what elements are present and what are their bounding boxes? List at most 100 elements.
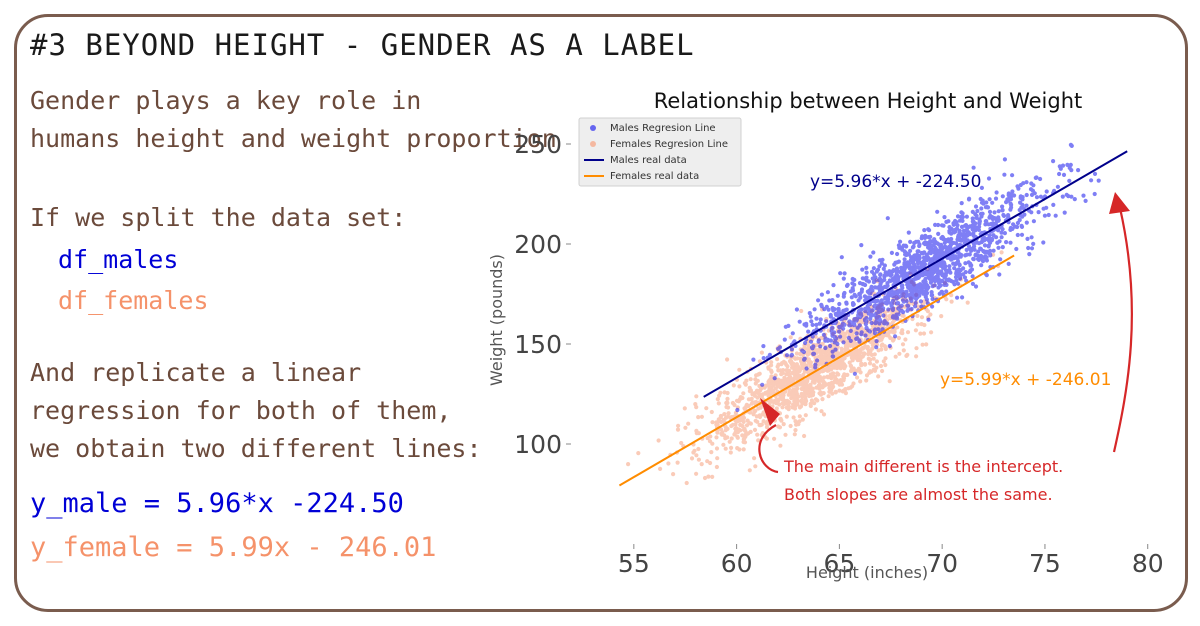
females-point bbox=[731, 383, 736, 388]
females-point bbox=[857, 348, 862, 353]
males-point bbox=[880, 307, 885, 313]
males-points bbox=[735, 142, 1101, 413]
males-point bbox=[995, 240, 1000, 245]
males-point bbox=[954, 278, 959, 283]
females-point bbox=[949, 299, 954, 304]
females-point bbox=[867, 361, 873, 366]
males-point bbox=[881, 313, 886, 318]
females-point bbox=[721, 417, 726, 423]
females-point bbox=[781, 422, 786, 427]
males-point bbox=[885, 294, 890, 299]
females-point bbox=[783, 432, 788, 437]
males-point bbox=[1038, 194, 1043, 199]
males-point bbox=[974, 213, 979, 218]
females-point bbox=[745, 418, 750, 423]
males-point bbox=[965, 232, 971, 237]
males-point bbox=[951, 228, 956, 233]
males-point bbox=[761, 344, 766, 349]
males-point bbox=[999, 230, 1004, 235]
females-point bbox=[823, 356, 828, 361]
males-point bbox=[839, 323, 844, 329]
females-point bbox=[924, 342, 929, 347]
males-point bbox=[975, 256, 981, 262]
males-point bbox=[967, 196, 972, 201]
females-point bbox=[756, 372, 761, 377]
males-point bbox=[933, 278, 938, 283]
males-point bbox=[928, 239, 933, 244]
females-point bbox=[831, 384, 836, 389]
females-point bbox=[803, 394, 808, 399]
males-point bbox=[949, 257, 954, 262]
females-point bbox=[771, 383, 776, 388]
males-point bbox=[922, 241, 927, 246]
females-point bbox=[699, 462, 704, 467]
males-point bbox=[976, 227, 981, 232]
females-point bbox=[676, 423, 681, 428]
females-point bbox=[876, 374, 881, 379]
males-point bbox=[869, 320, 874, 326]
y-tick-label: 100 bbox=[514, 430, 562, 459]
females-point bbox=[716, 401, 721, 406]
males-point bbox=[878, 305, 883, 310]
males-point bbox=[871, 280, 876, 285]
females-point bbox=[679, 440, 684, 446]
males-point bbox=[874, 316, 879, 321]
females-point bbox=[808, 369, 813, 374]
females-point bbox=[626, 462, 631, 467]
females-point bbox=[725, 396, 730, 401]
males-point bbox=[1019, 224, 1025, 229]
females-point bbox=[845, 372, 850, 377]
females-point bbox=[741, 415, 747, 420]
females-point bbox=[919, 322, 924, 327]
females-point bbox=[807, 384, 812, 389]
males-point bbox=[922, 285, 927, 290]
males-point bbox=[891, 268, 896, 273]
females-point bbox=[741, 419, 746, 424]
females-point bbox=[767, 399, 772, 404]
females-point bbox=[822, 383, 827, 388]
males-point bbox=[1027, 252, 1032, 257]
y-axis-label: Weight (pounds) bbox=[487, 254, 506, 386]
females-point bbox=[753, 464, 758, 469]
females-point bbox=[792, 375, 798, 380]
males-point bbox=[869, 284, 874, 289]
males-point bbox=[917, 285, 922, 290]
scatter-chart: 55 60 65 70 75 80 100 150 200 250 Relationship be… bbox=[487, 89, 1164, 582]
females-point bbox=[871, 363, 876, 368]
males-point bbox=[986, 244, 991, 249]
females-point bbox=[723, 428, 728, 433]
males-point bbox=[963, 261, 968, 266]
females-point bbox=[775, 377, 781, 382]
females-point bbox=[869, 352, 874, 357]
females-point bbox=[820, 379, 825, 384]
legend: Males Regresion Line Females Regresion L… bbox=[578, 117, 742, 187]
males-point bbox=[861, 282, 866, 287]
females-point bbox=[658, 466, 663, 471]
females-point bbox=[868, 357, 873, 362]
males-point bbox=[854, 317, 859, 322]
males-point bbox=[826, 307, 831, 312]
males-point bbox=[831, 283, 836, 288]
males-point bbox=[977, 221, 982, 226]
males-point bbox=[971, 257, 976, 262]
males-point bbox=[893, 334, 898, 339]
males-point bbox=[784, 353, 790, 358]
males-point bbox=[761, 356, 766, 361]
females-point bbox=[744, 402, 749, 407]
females-point bbox=[777, 425, 783, 430]
males-point bbox=[1034, 175, 1039, 180]
males-point bbox=[895, 260, 900, 265]
slide-title: #3 BEYOND HEIGHT - GENDER AS A LABEL bbox=[30, 28, 695, 62]
females-point bbox=[905, 330, 911, 335]
males-point bbox=[945, 247, 950, 252]
females-point bbox=[675, 460, 680, 465]
females-point bbox=[780, 405, 785, 410]
females-point bbox=[753, 377, 758, 382]
females-point bbox=[864, 378, 869, 383]
males-point bbox=[994, 235, 999, 240]
females-point bbox=[920, 342, 925, 347]
females-point bbox=[757, 414, 763, 420]
males-point bbox=[894, 292, 899, 297]
females-point bbox=[724, 400, 730, 405]
males-point bbox=[902, 249, 907, 254]
